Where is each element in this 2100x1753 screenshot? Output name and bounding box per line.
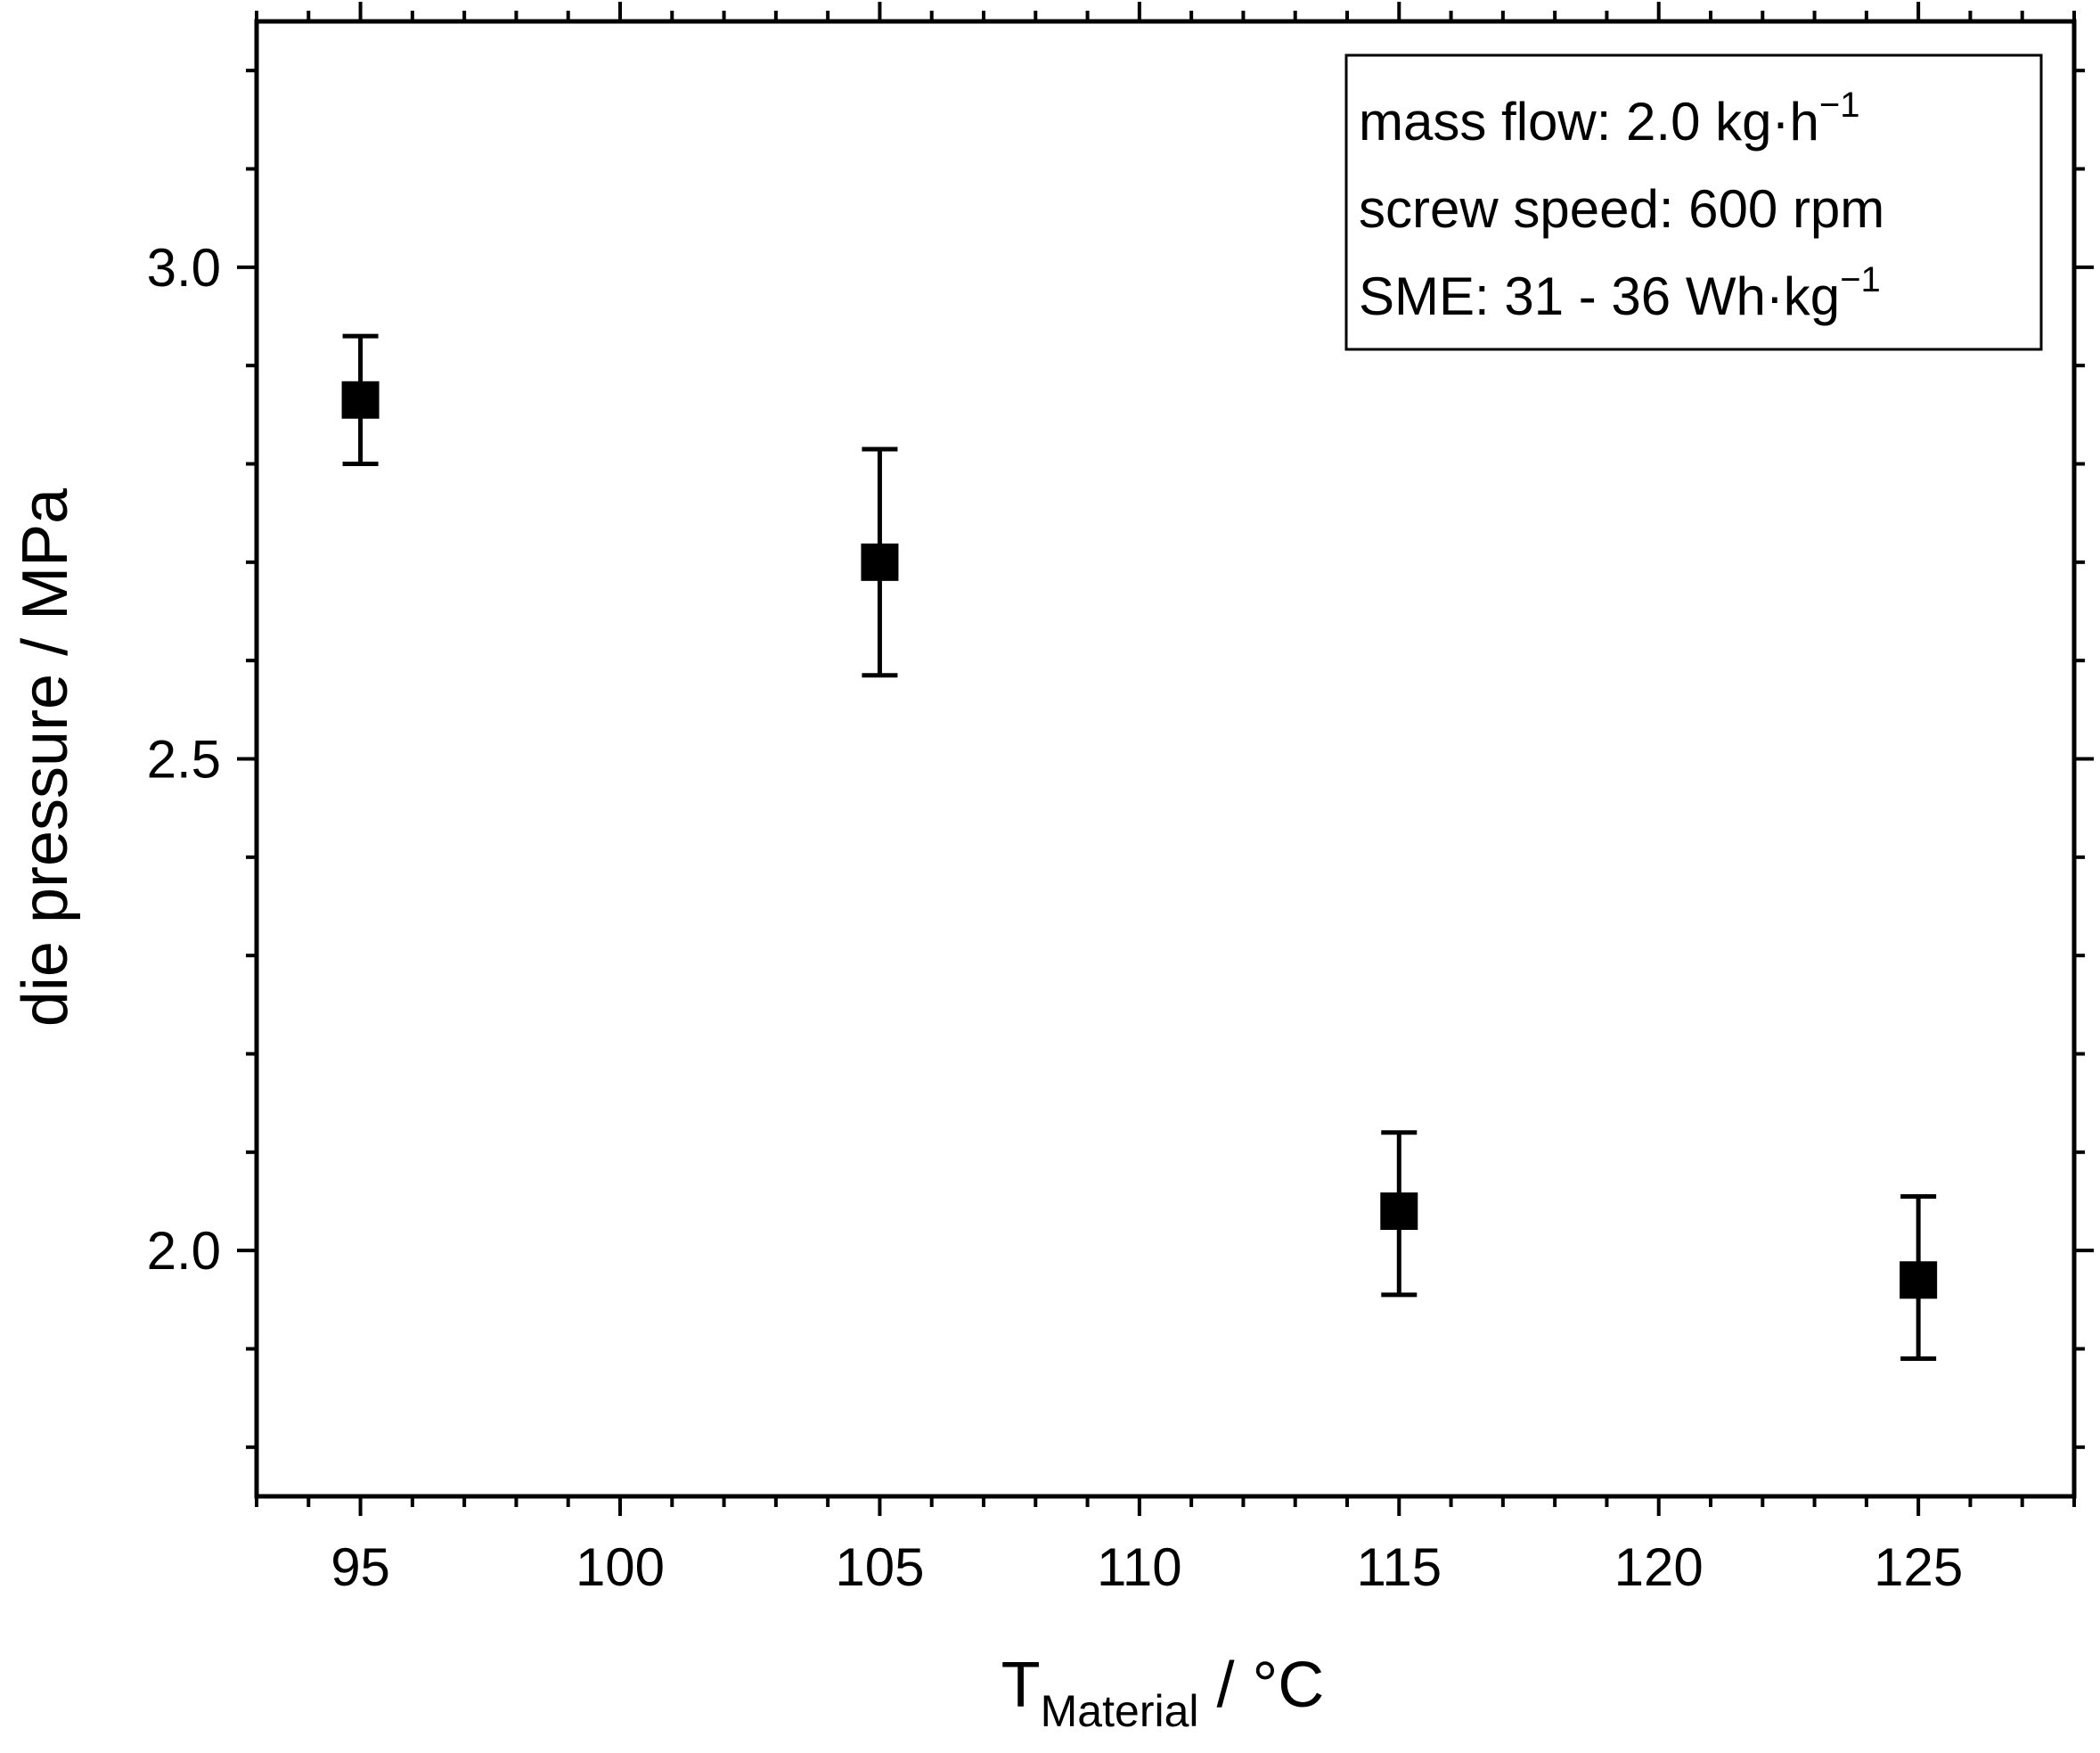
y-tick-label: 2.5: [147, 730, 221, 790]
annotation-frame: [1344, 53, 2043, 351]
annotation-line-screw-speed: screw speed: 600 rpm: [1359, 179, 1884, 239]
data-point-marker: [1380, 1192, 1418, 1231]
annotation-line-sme: SME: 31 - 36 Wh·kg−1: [1359, 260, 1881, 326]
x-axis-label-unit: / °C: [1199, 1650, 1325, 1721]
x-tick-label: 105: [835, 1537, 924, 1597]
data-point-marker: [341, 381, 380, 419]
x-tick-label: 120: [1614, 1537, 1704, 1597]
data-points: [341, 333, 1938, 1362]
annotation-line-mass-flow: mass flow: 2.0 kg·h−1: [1359, 86, 1859, 152]
y-axis-ticks: 2.0 2.5 3.0: [147, 238, 2094, 1281]
x-tick-label: 125: [1874, 1537, 1963, 1597]
minor-ticks: [246, 11, 2085, 1507]
data-point-marker: [1900, 1261, 1938, 1299]
data-point-marker: [861, 543, 899, 581]
x-tick-label: 100: [576, 1537, 665, 1597]
y-axis-label: die pressure / MPa: [10, 487, 81, 1027]
x-axis-ticks: 95 100 105 110 115 120 125: [331, 2, 1963, 1597]
x-axis-label: TMaterial / °C: [1001, 1650, 1325, 1736]
x-axis-label-sub: Material: [1041, 1686, 1199, 1736]
annotation-box: mass flow: 2.0 kg·h−1 screw speed: 600 r…: [1344, 53, 2043, 351]
x-tick-label: 110: [1097, 1537, 1182, 1597]
x-tick-label: 95: [331, 1537, 390, 1597]
x-tick-label: 115: [1356, 1537, 1442, 1597]
y-tick-label: 3.0: [147, 238, 221, 298]
y-tick-label: 2.0: [147, 1221, 221, 1281]
x-axis-label-main: T: [1001, 1650, 1041, 1721]
